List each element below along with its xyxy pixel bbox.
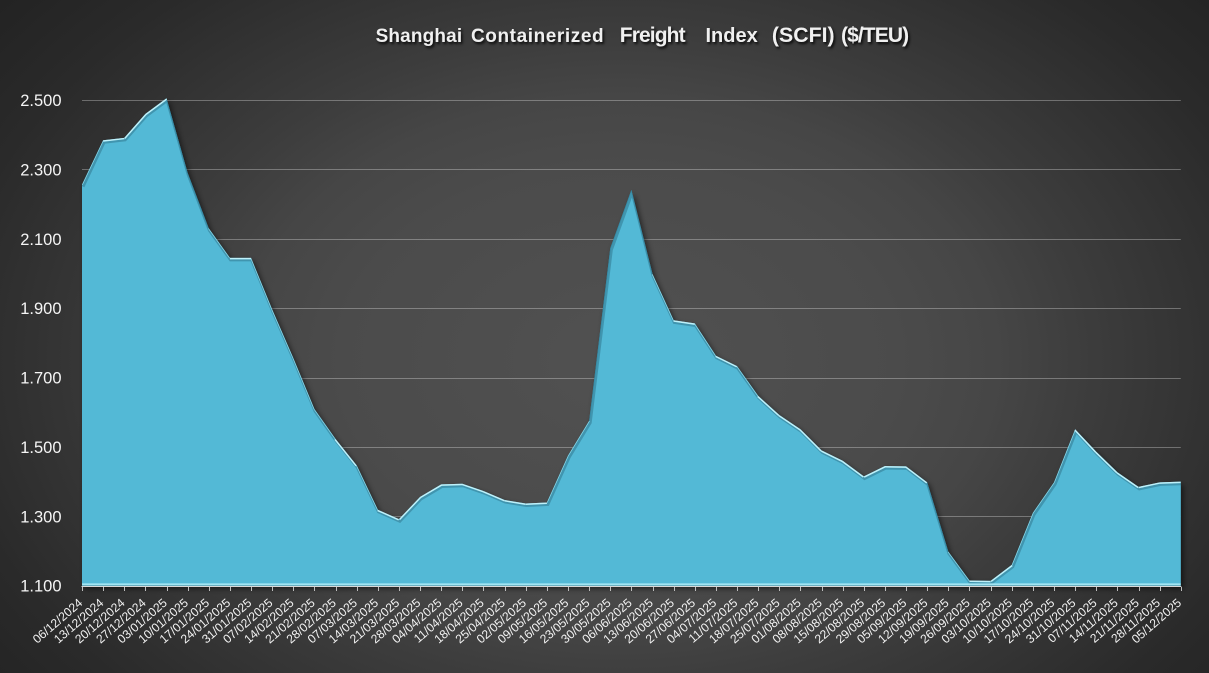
svg-text:1.700: 1.700 [20,370,61,388]
svg-text:1.100: 1.100 [20,578,61,596]
svg-text:Index: Index [706,25,758,47]
svg-text:1.300: 1.300 [20,508,61,526]
svg-text:Containerized: Containerized [471,26,604,47]
svg-text:($/TEU): ($/TEU) [841,24,908,47]
svg-text:2.500: 2.500 [20,92,61,110]
svg-text:1.500: 1.500 [20,439,61,457]
svg-text:(SCFI): (SCFI) [772,23,835,47]
svg-text:Shanghai: Shanghai [376,26,463,47]
svg-text:2.300: 2.300 [20,161,61,179]
svg-text:1.900: 1.900 [20,300,61,318]
svg-text:Freight: Freight [620,24,686,47]
svg-text:2.100: 2.100 [20,231,61,249]
